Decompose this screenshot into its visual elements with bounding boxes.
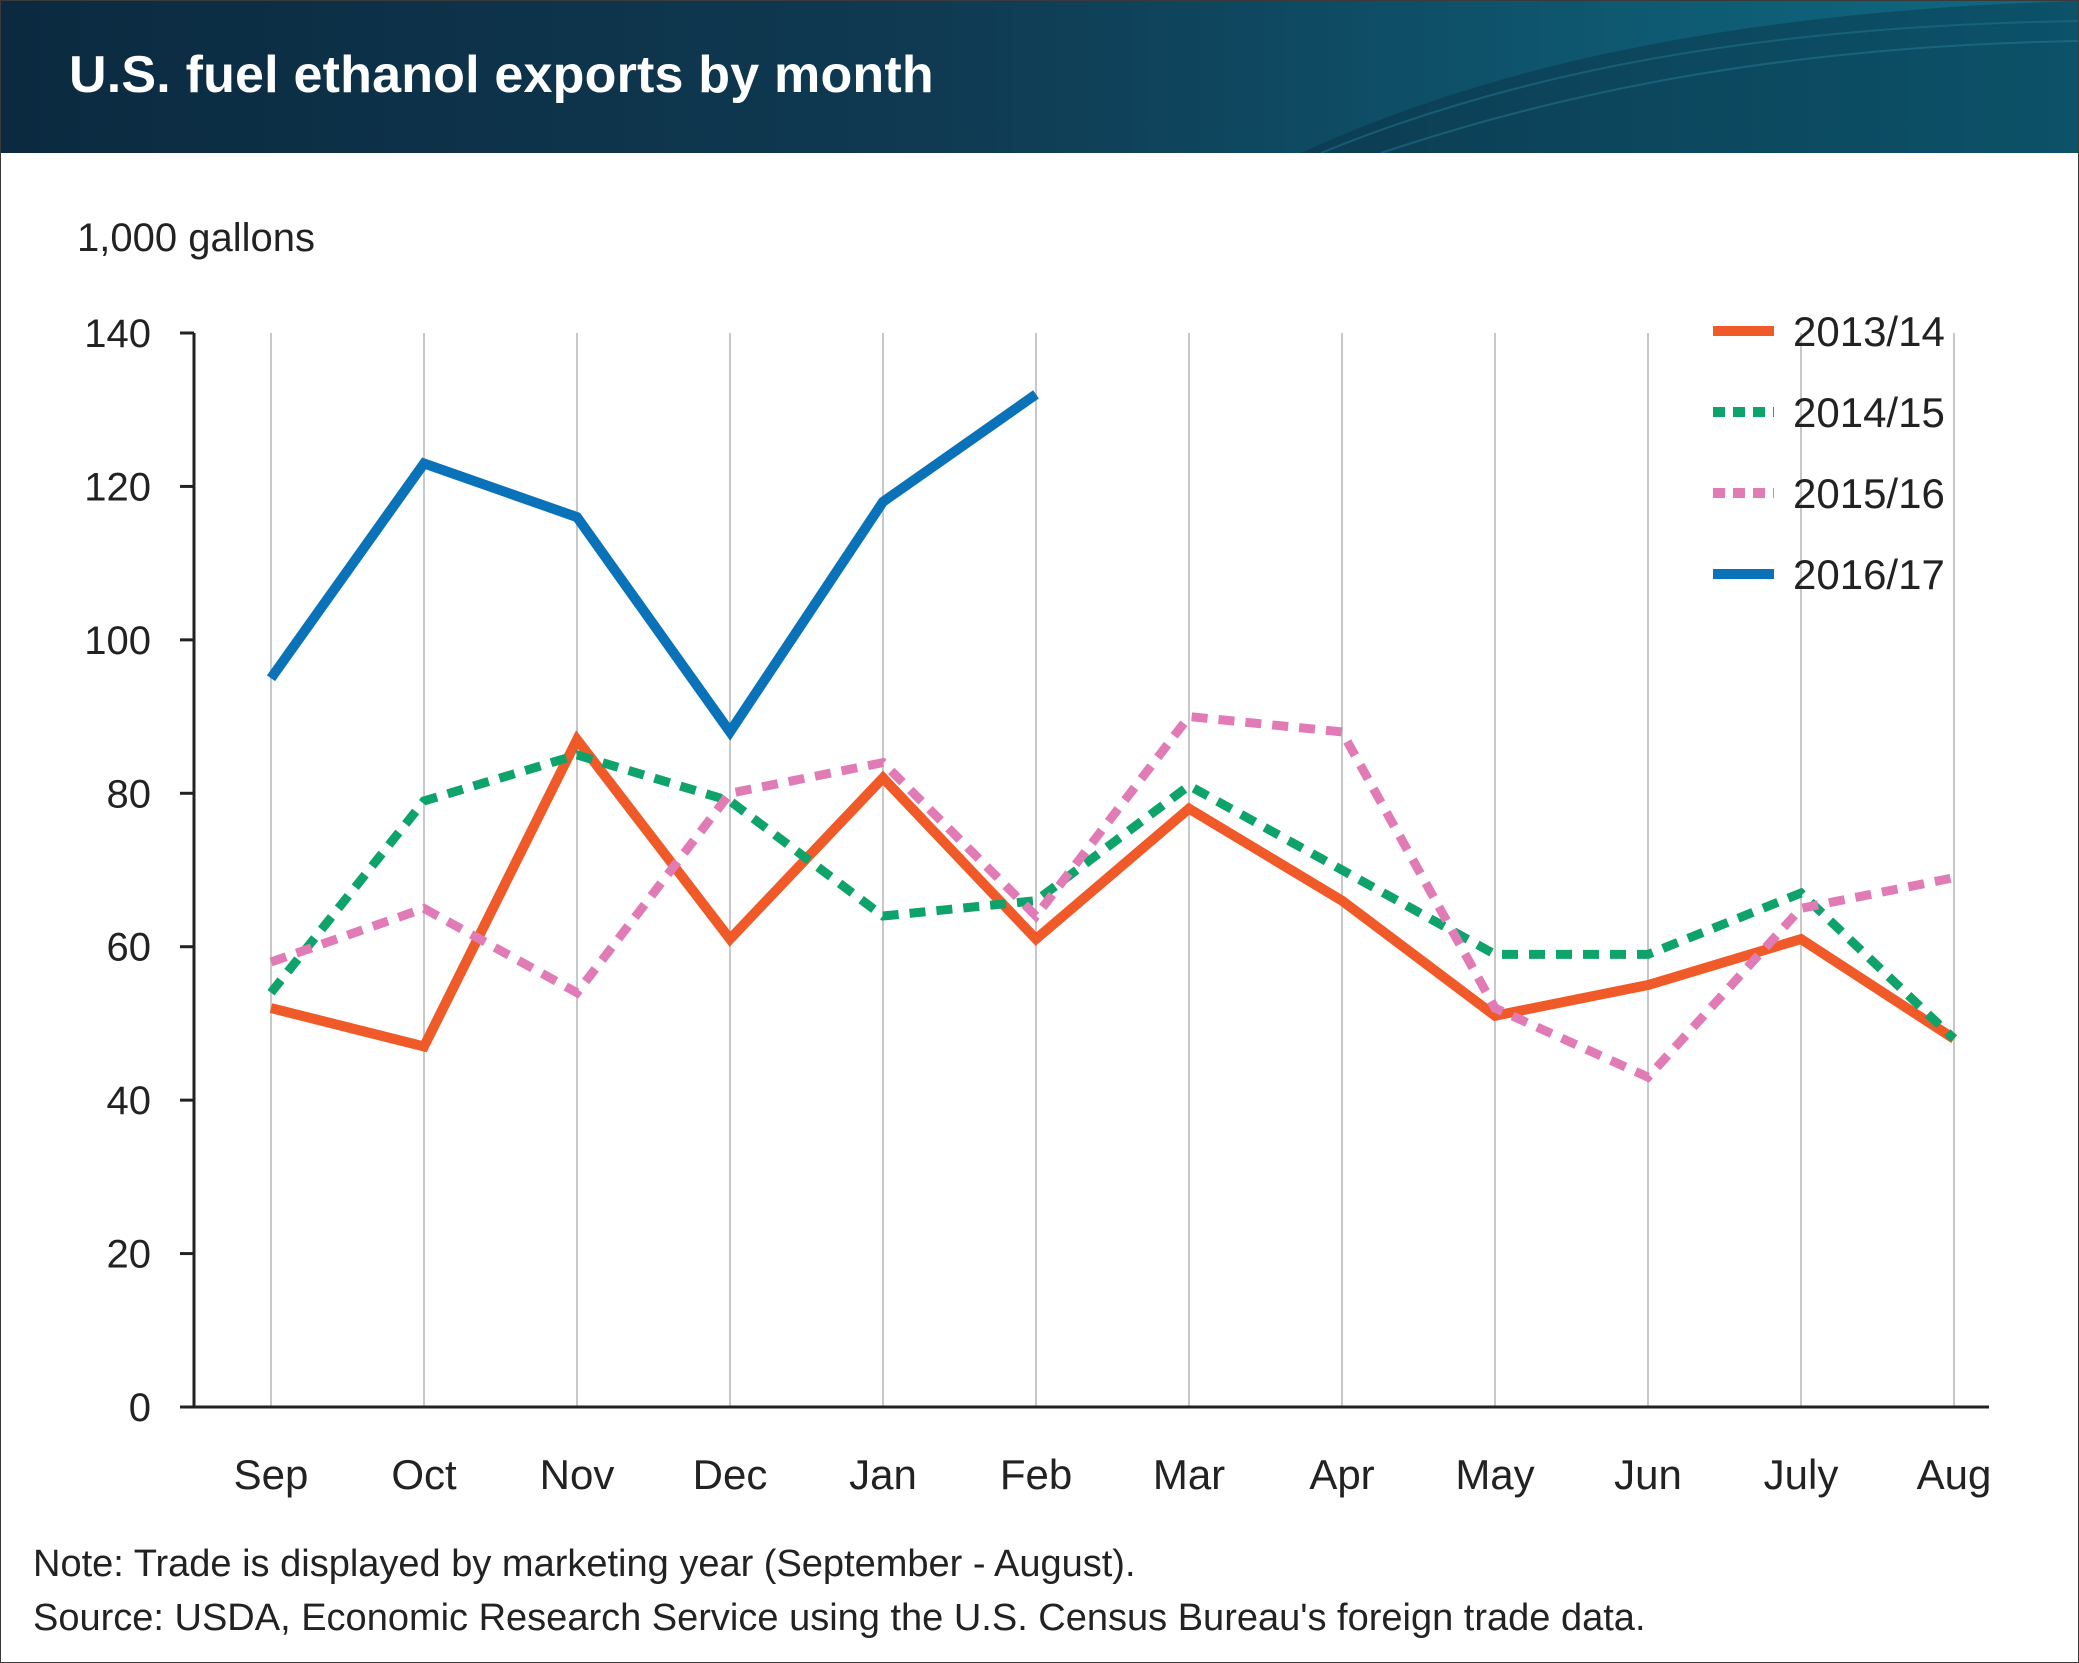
line-chart: 1,000 gallons 0 20 40 60 80 100 120 140 Sep Oct Nov… — [77, 216, 1992, 1498]
y-tick-label: 140 — [84, 312, 151, 356]
chart-title: U.S. fuel ethanol exports by month — [69, 46, 934, 104]
series-line-2014-15 — [267, 750, 1958, 1043]
header-decoration — [1301, 1, 2078, 153]
series-line-2016-17 — [266, 390, 1039, 741]
chart-header: U.S. fuel ethanol exports by month — [1, 1, 2078, 153]
y-tick-label: 120 — [84, 465, 151, 509]
y-tick-label: 20 — [107, 1233, 152, 1277]
x-tick-label: Aug — [1917, 1451, 1992, 1498]
legend-label: 2016/17 — [1793, 551, 1945, 598]
y-tick-label: 80 — [107, 772, 152, 816]
y-axis-label: 1,000 gallons — [77, 216, 315, 260]
chart-note: Note: Trade is displayed by marketing ye… — [33, 1543, 1136, 1585]
x-tick-label: Jun — [1614, 1451, 1682, 1498]
series-line-2015-16 — [269, 711, 1955, 1083]
x-tick-label: Mar — [1153, 1451, 1225, 1498]
y-tick-label: 100 — [84, 619, 151, 663]
x-tick-label: Nov — [540, 1451, 615, 1498]
x-tick-label: Jan — [849, 1451, 917, 1498]
legend-label: 2013/14 — [1793, 308, 1945, 355]
x-tick-label: Feb — [1000, 1451, 1072, 1498]
y-tick-label: 0 — [129, 1386, 151, 1430]
series-line-2013-14 — [269, 730, 1957, 1053]
x-tick-label: Dec — [693, 1451, 768, 1498]
legend-label: 2014/15 — [1793, 389, 1945, 436]
legend-label: 2015/16 — [1793, 470, 1945, 517]
y-tick-label: 40 — [107, 1079, 152, 1123]
x-tick-label: Apr — [1309, 1451, 1374, 1498]
chart-source: Source: USDA, Economic Research Service … — [33, 1597, 1646, 1639]
x-tick-label: July — [1764, 1451, 1839, 1498]
x-tick-label: Sep — [234, 1451, 309, 1498]
y-tick-label: 60 — [107, 926, 152, 970]
x-tick-label: Oct — [391, 1451, 457, 1498]
x-tick-label: May — [1455, 1451, 1534, 1498]
